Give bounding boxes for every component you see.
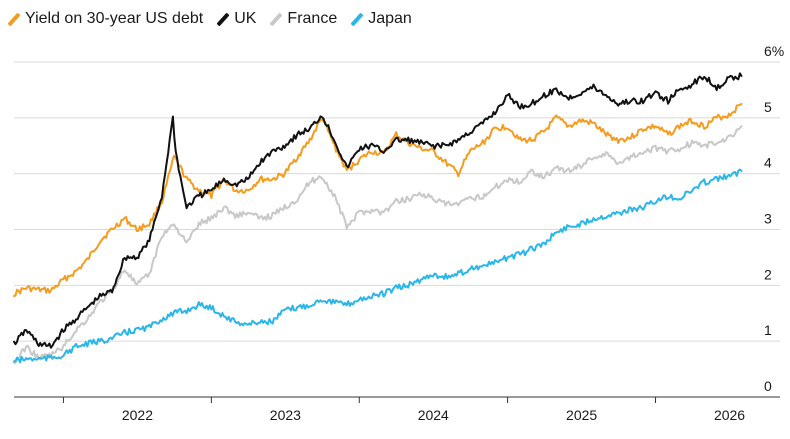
gridlines (14, 61, 780, 342)
legend-label-france: France (287, 10, 338, 27)
y-tick-label: 4 (764, 155, 772, 171)
y-tick-label: 5 (764, 99, 772, 115)
series-line-uk (13, 72, 743, 349)
legend-item-france: France (269, 10, 338, 28)
x-tick-label: 2022 (122, 407, 153, 423)
legend-label-uk: UK (234, 10, 257, 27)
x-tick-label: 2026 (714, 407, 745, 423)
legend-item-us: Yield on 30-year US debt (7, 10, 204, 28)
axes: 0 1 2 3 4 5 6% 2022 2023 2024 2025 2026 (14, 43, 784, 423)
series-lines (13, 72, 743, 364)
x-tick-label: 2024 (418, 407, 449, 423)
y-tick-label: 6% (764, 43, 784, 59)
series-line-japan (13, 168, 743, 364)
series-line-us (13, 102, 743, 297)
y-tick-label: 2 (764, 266, 772, 282)
x-tick-label: 2025 (566, 407, 597, 423)
x-tick-label: 2023 (270, 407, 301, 423)
y-tick-label: 1 (764, 322, 772, 338)
chart-legend: Yield on 30-year US debt UK France Japan (7, 8, 412, 30)
series-line-france (13, 125, 743, 364)
y-tick-label: 3 (764, 211, 772, 227)
y-tick-label: 0 (764, 378, 772, 394)
legend-label-japan: Japan (368, 10, 412, 27)
legend-item-uk: UK (216, 10, 257, 28)
legend-label-us: Yield on 30-year US debt (25, 10, 204, 27)
legend-item-japan: Japan (350, 10, 412, 28)
